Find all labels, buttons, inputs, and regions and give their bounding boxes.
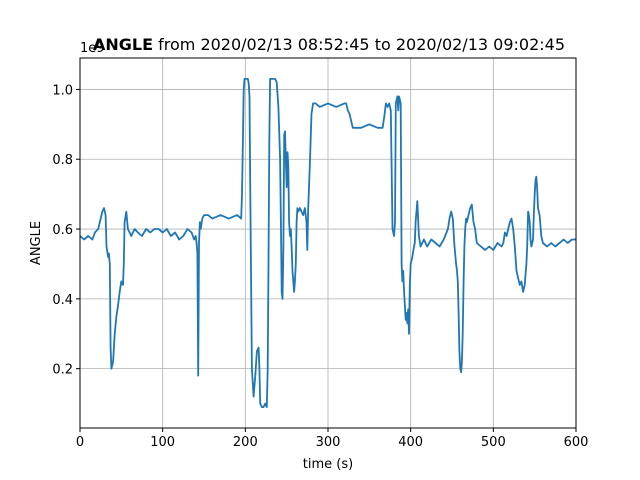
- x-tick-label: 300: [316, 435, 341, 450]
- series-layer: [79, 78, 576, 409]
- grid-lines: [79, 58, 577, 428]
- y-offset-label: 1e9: [80, 41, 105, 56]
- x-tick-label: 200: [233, 435, 258, 450]
- x-axis: 0 100 200 300 400 500 600: [76, 428, 589, 450]
- x-tick-label: 400: [398, 435, 423, 450]
- x-tick-label: 500: [481, 435, 506, 450]
- y-axis: 0.2 0.4 0.6 0.8 1.0: [52, 83, 80, 378]
- chart-title: ANGLE from 2020/02/13 08:52:45 to 2020/0…: [93, 35, 565, 54]
- y-tick-label: 0.8: [52, 153, 73, 168]
- y-tick-label: 1.0: [52, 83, 73, 98]
- x-tick-label: 100: [150, 435, 175, 450]
- chart-title-rest: from 2020/02/13 08:52:45 to 2020/02/13 0…: [153, 35, 565, 54]
- chart-title-bold: ANGLE: [93, 35, 153, 54]
- x-axis-label: time (s): [303, 457, 353, 472]
- x-tick-label: 0: [76, 435, 84, 450]
- y-tick-label: 0.2: [52, 363, 73, 378]
- y-tick-label: 0.6: [52, 223, 73, 238]
- x-tick-label: 600: [564, 435, 589, 450]
- y-tick-label: 0.4: [52, 293, 73, 308]
- series-line: [79, 78, 576, 409]
- y-axis-label: ANGLE: [29, 221, 44, 265]
